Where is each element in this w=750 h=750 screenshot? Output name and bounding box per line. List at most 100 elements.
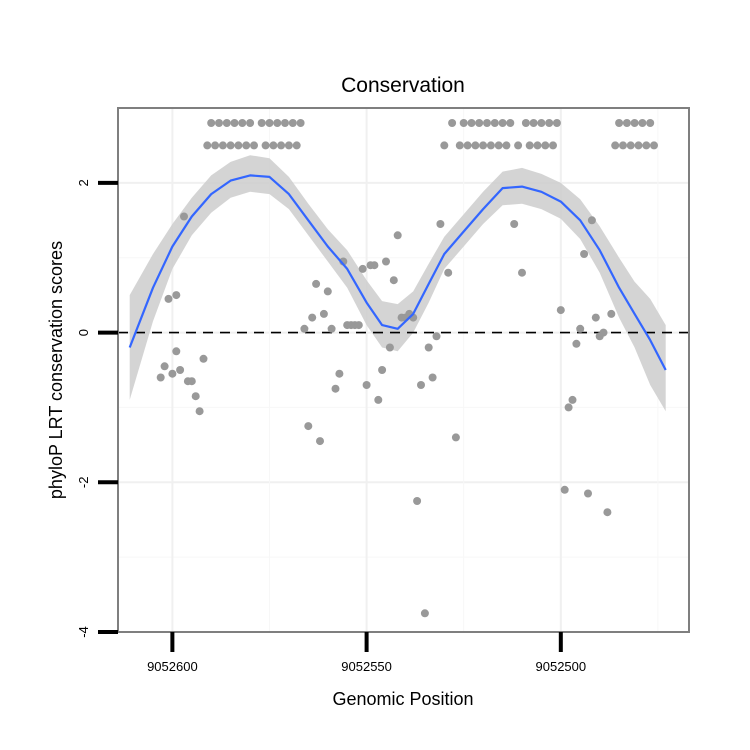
data-point [296, 119, 305, 127]
data-point [358, 264, 367, 273]
data-point [284, 141, 293, 150]
data-point [172, 347, 181, 356]
data-point [300, 324, 309, 333]
data-point [304, 422, 313, 431]
data-point [327, 324, 336, 333]
data-point [246, 119, 255, 127]
data-point [172, 291, 181, 300]
data-point [428, 373, 437, 382]
data-point [382, 257, 390, 266]
y-tick-label: 0 [76, 329, 91, 336]
data-point [269, 141, 278, 150]
data-point [463, 141, 472, 150]
data-point [467, 119, 476, 127]
data-point [576, 324, 585, 333]
data-point [273, 119, 282, 127]
data-point [646, 119, 655, 127]
data-point [552, 119, 561, 127]
data-point [490, 119, 499, 127]
data-point [622, 119, 631, 127]
smooth-line-layer [128, 174, 667, 371]
data-point [564, 403, 573, 412]
data-point [265, 119, 274, 127]
data-point [650, 141, 658, 150]
data-point [440, 141, 449, 150]
data-point [160, 362, 169, 371]
data-point [222, 119, 231, 127]
x-tick-label: 9052550 [341, 659, 392, 674]
data-point [502, 141, 511, 150]
data-point [451, 433, 460, 442]
data-point [584, 489, 592, 498]
data-point [230, 119, 239, 127]
data-point [591, 313, 600, 322]
data-point [518, 268, 526, 277]
data-point [521, 119, 530, 127]
data-point [238, 119, 247, 127]
data-point [207, 119, 216, 127]
data-point [215, 119, 223, 127]
data-point [362, 381, 371, 389]
data-point [312, 279, 321, 288]
data-point [281, 119, 289, 127]
data-point [316, 437, 324, 446]
data-point [498, 119, 507, 127]
data-point [385, 343, 394, 352]
data-point [424, 343, 433, 352]
data-point [292, 141, 301, 150]
data-point [335, 369, 344, 378]
data-point [638, 119, 647, 127]
data-point [615, 119, 624, 127]
data-point [261, 141, 270, 150]
data-point [537, 119, 546, 127]
data-point [514, 141, 523, 150]
plot-panel-border [117, 107, 690, 633]
data-point [619, 141, 627, 150]
data-point [288, 119, 297, 127]
y-tick-label: -4 [76, 626, 91, 638]
data-point [417, 381, 425, 389]
data-point [634, 141, 643, 150]
data-point [510, 220, 519, 228]
data-point [580, 250, 589, 258]
data-point [455, 141, 464, 150]
data-point [611, 141, 620, 150]
data-points-layer [156, 119, 658, 618]
data-point [642, 141, 651, 150]
y-tick-label: 2 [76, 179, 91, 186]
chart-title: Conservation [341, 74, 465, 97]
data-point [545, 119, 554, 127]
data-point [459, 119, 468, 127]
data-point [218, 141, 227, 150]
data-point [234, 141, 243, 150]
smooth-fit-line [128, 174, 667, 371]
data-point [494, 141, 503, 150]
data-point [626, 141, 635, 150]
data-point [370, 261, 379, 270]
data-point [187, 377, 196, 386]
data-point [630, 119, 639, 127]
data-point [568, 395, 577, 404]
data-point [195, 407, 204, 416]
data-point [420, 609, 429, 618]
x-tick-label: 9052500 [536, 659, 587, 674]
data-point [191, 392, 200, 401]
data-point [471, 141, 480, 150]
data-point [323, 287, 332, 296]
data-point [308, 313, 317, 322]
y-tick-label: -2 [76, 477, 91, 489]
data-point [486, 141, 495, 150]
data-point [549, 141, 557, 150]
data-point [180, 212, 188, 221]
data-point [525, 141, 534, 150]
data-point [374, 395, 383, 404]
data-point [176, 366, 185, 374]
data-point [448, 119, 457, 127]
axes: -4 -2 0 2 9052600 9052550 9052500 [76, 179, 586, 674]
data-point [389, 276, 398, 285]
data-point [436, 220, 445, 228]
data-point [168, 369, 177, 378]
data-point [560, 485, 569, 494]
